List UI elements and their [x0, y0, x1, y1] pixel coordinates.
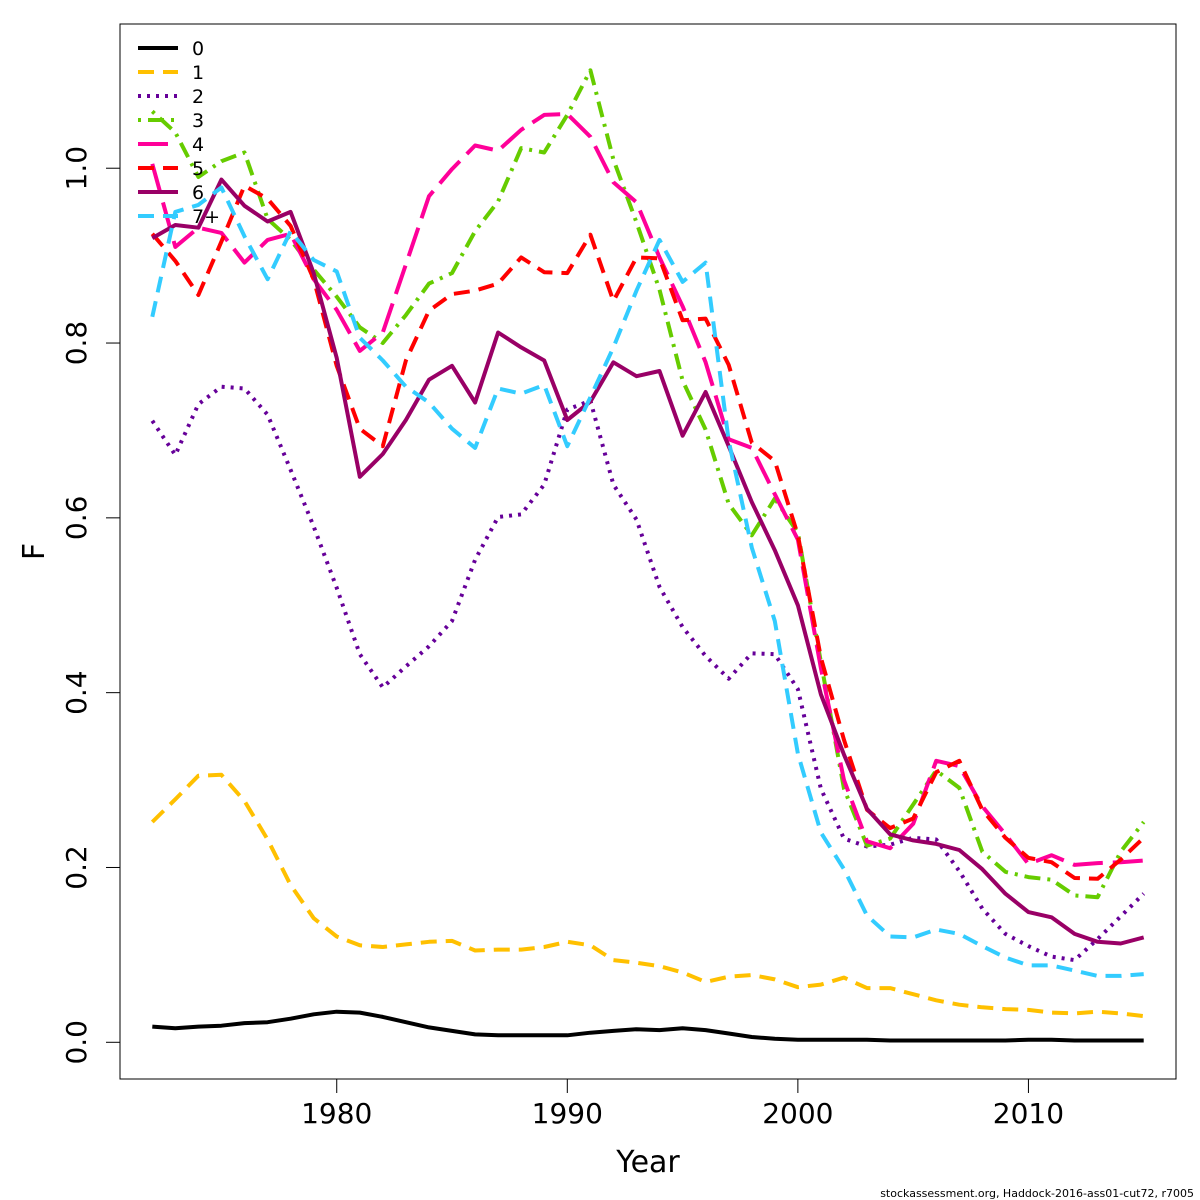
- y-tick-label: 0.2: [60, 845, 93, 890]
- series-line-2: [150, 384, 1146, 963]
- series-line-7+: [150, 185, 1144, 978]
- series-line-1: [150, 772, 1144, 1019]
- y-tick-label: 1.0: [60, 146, 93, 191]
- footer-credit: stockassessment.org, Haddock-2016-ass01-…: [880, 1187, 1194, 1200]
- y-tick-label: 0.4: [60, 670, 93, 715]
- y-tick-label: 0.8: [60, 321, 93, 366]
- y-axis-title: F: [17, 543, 52, 560]
- legend-label-4: 4: [192, 134, 204, 156]
- x-axis-title: Year: [615, 1145, 680, 1180]
- legend-label-3: 3: [192, 110, 204, 132]
- x-tick-label: 1980: [301, 1097, 372, 1130]
- series-line-0: [152, 1009, 1144, 1043]
- x-axis: 1980 1990 2000 2010: [301, 1078, 1064, 1130]
- y-tick-label: 0.0: [60, 1020, 93, 1065]
- legend-label-6: 6: [192, 182, 204, 204]
- series-layer: [150, 68, 1146, 1043]
- legend-label-1: 1: [192, 62, 204, 84]
- x-tick-label: 2000: [762, 1097, 833, 1130]
- y-axis: 0.0 0.2 0.4 0.6 0.8 1.0: [60, 146, 121, 1065]
- legend-label-2: 2: [192, 86, 204, 108]
- y-tick-label: 0.6: [60, 496, 93, 541]
- x-tick-label: 1990: [532, 1097, 603, 1130]
- series-line-3: [150, 68, 1146, 900]
- legend-label-0: 0: [192, 38, 204, 60]
- series-line-6: [151, 177, 1145, 946]
- x-tick-label: 2010: [993, 1097, 1064, 1130]
- legend-label-5: 5: [192, 158, 204, 180]
- legend-label-7+: 7+: [192, 206, 220, 228]
